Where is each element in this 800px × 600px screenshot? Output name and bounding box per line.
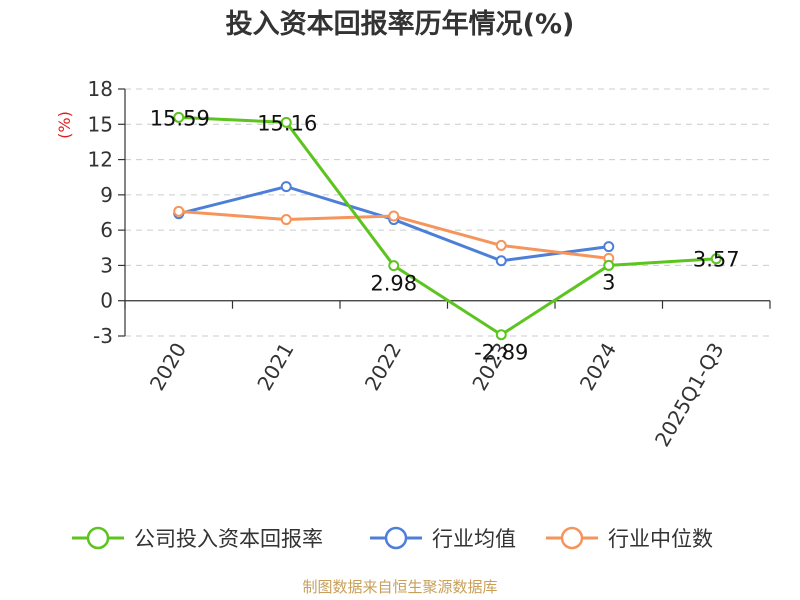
x-axis: 2020 2021 2022 2023 2024 2025Q1-Q3 xyxy=(124,300,771,451)
data-point xyxy=(280,116,292,128)
data-point xyxy=(710,253,722,265)
x-tick-label: 2024 xyxy=(575,339,621,395)
chart-title: 投入资本回报率历年情况(%) xyxy=(226,8,575,40)
data-point xyxy=(495,329,507,341)
y-axis-label: (%) xyxy=(55,111,74,139)
series-group xyxy=(173,111,722,341)
data-label: 2.98 xyxy=(370,272,417,296)
y-tick-label: 9 xyxy=(100,183,113,207)
legend-label: 行业均值 xyxy=(432,527,516,551)
data-point xyxy=(388,260,400,272)
legend: 公司投入资本回报率 行业均值 行业中位数 xyxy=(72,526,713,551)
legend-label: 公司投入资本回报率 xyxy=(134,527,323,551)
data-label: 15.16 xyxy=(257,111,317,135)
data-labels: 15.59 15.16 2.98 -2.89 3 3.57 xyxy=(150,106,740,364)
data-point xyxy=(495,239,507,251)
y-tick-label: 6 xyxy=(100,218,113,242)
legend-marker xyxy=(560,526,584,550)
series-line xyxy=(178,115,717,337)
data-point xyxy=(603,241,615,253)
y-axis-ticks: -3 0 3 6 9 12 15 18 xyxy=(88,77,126,348)
data-point xyxy=(603,259,615,271)
x-tick-label: 2020 xyxy=(145,339,191,395)
data-label: -2.89 xyxy=(474,341,528,365)
data-point xyxy=(173,111,185,123)
x-tick-label: 2022 xyxy=(360,339,406,395)
legend-label: 行业中位数 xyxy=(608,527,713,551)
y-tick-label: 12 xyxy=(88,148,113,172)
data-point xyxy=(173,205,185,217)
y-tick-label: 3 xyxy=(100,253,113,277)
data-label: 3 xyxy=(602,270,615,294)
data-point xyxy=(280,214,292,226)
data-point xyxy=(280,181,292,193)
data-label: 3.57 xyxy=(693,248,740,272)
x-tick-label: 2021 xyxy=(252,339,298,395)
data-label: 15.59 xyxy=(150,106,210,130)
y-tick-label: 18 xyxy=(88,77,113,101)
source-note: 制图数据来自恒生聚源数据库 xyxy=(302,578,497,596)
x-tick-label: 2025Q1-Q3 xyxy=(650,339,729,451)
legend-marker xyxy=(86,526,110,550)
y-tick-label: -3 xyxy=(93,324,113,348)
data-point xyxy=(495,255,507,267)
data-point xyxy=(388,210,400,222)
legend-marker xyxy=(384,526,408,550)
y-tick-label: 0 xyxy=(100,289,113,313)
y-tick-label: 15 xyxy=(88,112,113,136)
